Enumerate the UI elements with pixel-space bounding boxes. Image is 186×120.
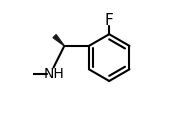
- Text: F: F: [105, 13, 114, 28]
- Polygon shape: [53, 35, 64, 46]
- Text: NH: NH: [43, 67, 64, 81]
